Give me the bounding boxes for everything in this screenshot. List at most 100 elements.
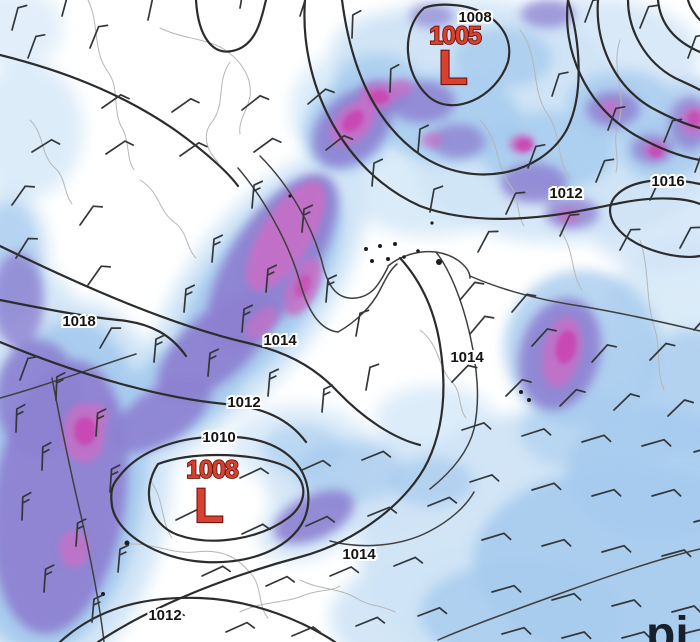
map-dot — [364, 247, 368, 251]
wind-barb — [531, 482, 562, 491]
wind-barb — [15, 403, 26, 433]
precip-blob-magenta — [516, 139, 532, 151]
wind-barb — [491, 584, 522, 593]
wind-barb — [619, 228, 641, 251]
wind-barb — [75, 518, 87, 547]
wind-barb — [241, 523, 272, 535]
isobar-label: 1012 — [549, 185, 582, 202]
precip-blob-light — [375, 385, 495, 455]
wind-barb — [687, 34, 700, 59]
low-pressure-value: 1008 — [186, 456, 239, 484]
precip-blob-light — [0, 62, 83, 198]
isobar-label: 1012 — [227, 394, 260, 411]
wind-barb — [429, 185, 444, 213]
wind-barb — [175, 509, 205, 521]
precip-blob-mid — [390, 458, 474, 506]
wind-barb — [147, 0, 154, 21]
wind-barb — [505, 191, 526, 215]
wind-barb — [239, 467, 270, 479]
wind-barb — [265, 575, 296, 587]
wind-barb — [477, 230, 499, 253]
wind-barb — [469, 474, 500, 483]
wind-barb — [649, 342, 676, 361]
precip-blob-purple — [431, 124, 485, 158]
wind-barb — [591, 488, 622, 497]
wind-barb — [27, 33, 46, 59]
wind-barb — [371, 158, 384, 187]
wind-barb — [241, 304, 254, 333]
wind-barb — [613, 393, 641, 411]
wind-barb — [79, 205, 104, 226]
wind-barb — [681, 628, 700, 635]
wind-barb — [305, 515, 336, 527]
wind-barb — [291, 626, 322, 637]
wind-barb — [153, 334, 166, 363]
wind-barb — [469, 315, 495, 335]
wind-barb — [325, 274, 338, 303]
wind-barb — [511, 293, 537, 313]
map-dot — [393, 242, 397, 246]
admin-borders — [29, 0, 665, 619]
wind-barb — [253, 137, 282, 153]
wind-barb — [19, 355, 38, 381]
wind-barb — [501, 626, 532, 635]
isobar-label: 1018 — [62, 313, 95, 330]
map-dots — [101, 194, 531, 596]
wind-barb — [241, 94, 270, 111]
precip-blob-purple — [521, 0, 575, 28]
wind-barb — [639, 4, 659, 29]
precip-blob-magenta — [369, 90, 389, 104]
wind-barb — [61, 0, 68, 17]
precip-blob-pink — [390, 79, 412, 97]
wind-barb — [109, 464, 121, 493]
wind-barb — [559, 388, 586, 407]
map-dot — [370, 259, 374, 263]
wind-barb — [693, 519, 700, 523]
wind-barb — [389, 63, 400, 93]
wind-barb — [155, 609, 186, 621]
wind-barb — [584, 0, 600, 23]
wind-barb — [595, 158, 615, 183]
wind-barb — [355, 616, 386, 627]
wind-barb — [31, 138, 61, 153]
wind-barb — [299, 0, 307, 17]
wind-barb — [551, 71, 569, 97]
isobar-label: 1014 — [342, 546, 376, 563]
wind-barb — [179, 141, 208, 157]
wind-barb — [661, 549, 692, 558]
wind-barb — [641, 438, 672, 447]
wind-barb — [607, 105, 626, 131]
precip-blob-pink — [59, 530, 89, 568]
wind-barb — [367, 506, 398, 517]
wind-barb — [239, 0, 243, 9]
precip-blob-mid — [262, 424, 342, 472]
precip-layer-magenta — [74, 90, 700, 445]
map-dot — [288, 194, 292, 198]
map-dot — [430, 221, 434, 225]
wind-barb — [679, 226, 700, 249]
isobar-labels-layer: 1008 1012 1016 1018 1014 1012 1010 1014 1014 1012 — [60, 7, 686, 626]
map-dot — [436, 259, 442, 265]
wind-barb — [531, 328, 558, 347]
wind-barb — [601, 544, 632, 553]
wind-barb — [301, 204, 314, 233]
wind-barb — [417, 124, 430, 153]
precip-blob-pink — [245, 306, 279, 340]
wind-barb — [693, 449, 700, 453]
wind-barb — [361, 450, 392, 461]
map-dot — [416, 249, 420, 253]
wind-barb — [365, 363, 380, 391]
wind-barb — [91, 594, 104, 623]
low-pressure-symbol: L — [194, 480, 223, 533]
wind-barb — [527, 143, 546, 169]
wind-barb — [15, 237, 39, 259]
wind-barb — [225, 621, 256, 633]
wind-barb — [393, 556, 424, 567]
precip-blob-magenta — [555, 330, 577, 364]
wind-barb — [11, 4, 28, 31]
precip-blob-pink — [557, 208, 579, 224]
